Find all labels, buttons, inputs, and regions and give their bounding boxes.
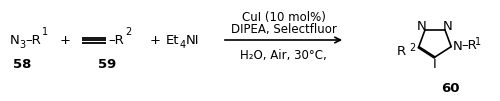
Text: +: + <box>150 34 160 46</box>
Text: 3: 3 <box>19 40 25 50</box>
Text: R: R <box>396 45 406 58</box>
Text: 60: 60 <box>441 82 459 95</box>
Text: +: + <box>60 34 70 46</box>
Text: 1: 1 <box>475 37 482 47</box>
Text: N: N <box>417 20 427 33</box>
Text: 4: 4 <box>180 40 186 50</box>
Text: NI: NI <box>186 34 200 46</box>
Text: N: N <box>443 20 453 33</box>
Text: 2: 2 <box>125 27 131 37</box>
Text: N: N <box>453 40 463 53</box>
Text: I: I <box>433 58 437 72</box>
Text: CuI (10 mol%): CuI (10 mol%) <box>242 11 326 24</box>
Text: DIPEA, Selectfluor: DIPEA, Selectfluor <box>230 23 336 35</box>
Text: –R: –R <box>25 34 41 46</box>
Text: 59: 59 <box>98 58 116 72</box>
Text: –R: –R <box>461 39 477 52</box>
Text: –R: –R <box>108 34 124 46</box>
Text: H₂O, Air, 30°C,: H₂O, Air, 30°C, <box>240 48 327 62</box>
Text: Et: Et <box>166 34 179 46</box>
Text: 58: 58 <box>13 58 31 72</box>
Text: N: N <box>10 34 20 46</box>
Text: 2: 2 <box>409 43 415 53</box>
Text: 1: 1 <box>42 27 48 37</box>
